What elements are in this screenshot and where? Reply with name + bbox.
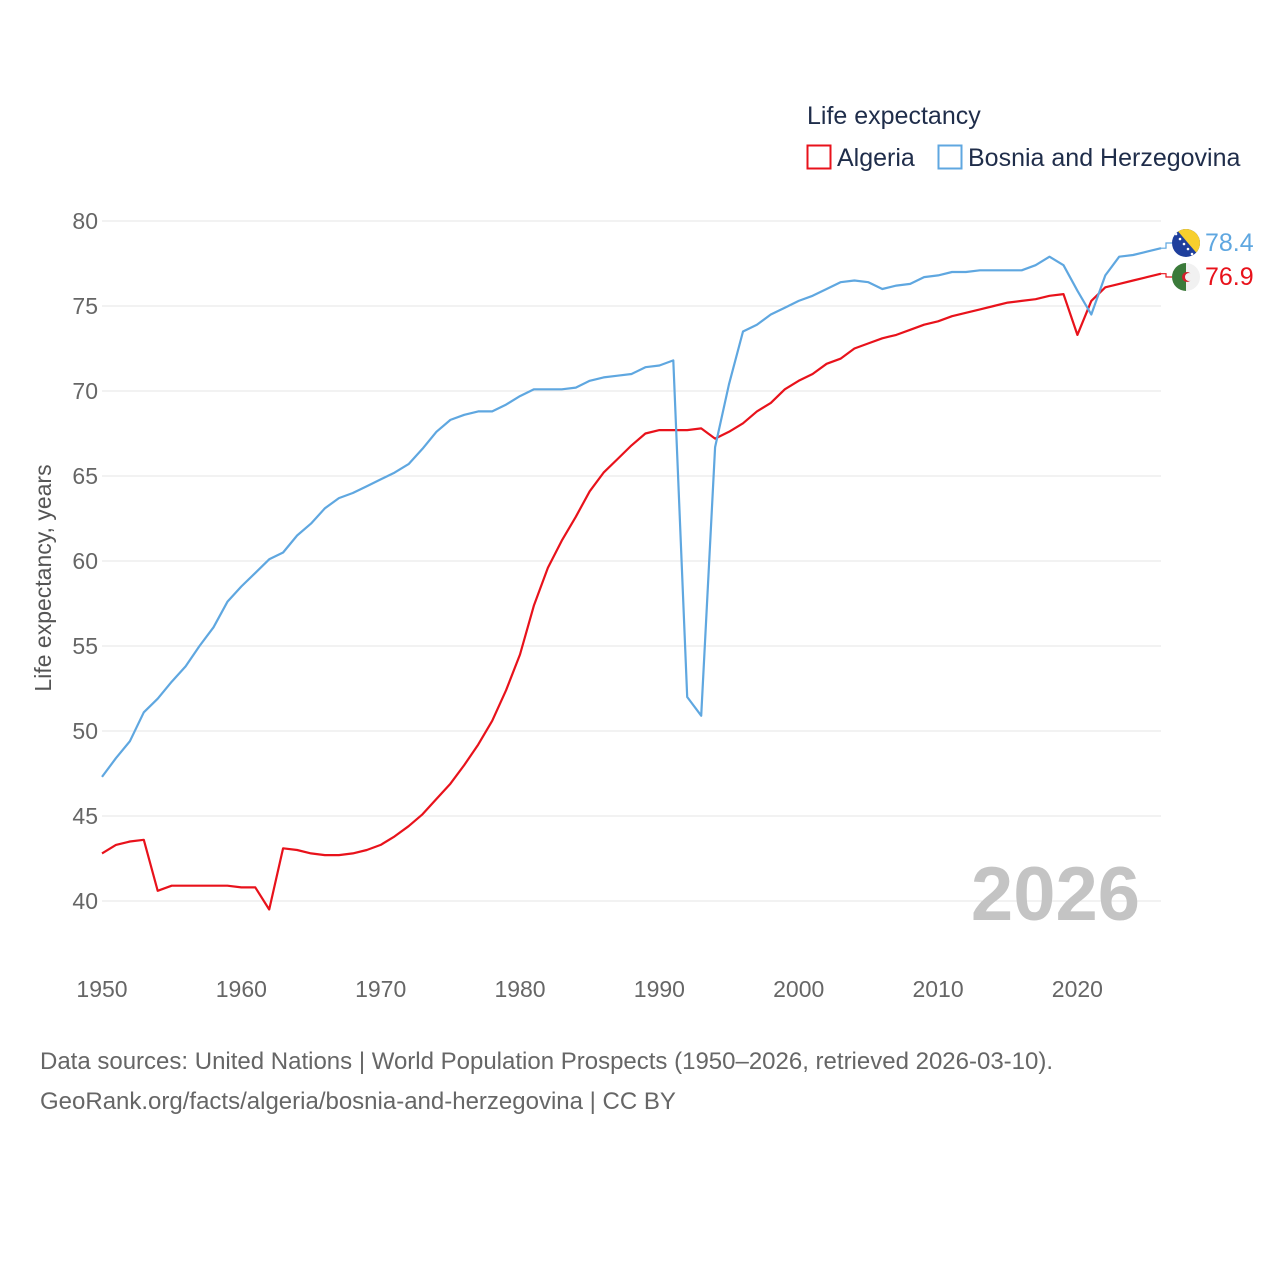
x-tick-label: 2010 — [912, 976, 963, 1002]
y-axis-ticks: 40 45 50 55 60 65 70 75 80 — [72, 208, 98, 914]
y-tick-label: 75 — [72, 293, 98, 319]
y-tick-label: 40 — [72, 888, 98, 914]
legend-item-algeria[interactable]: Algeria — [806, 144, 915, 172]
x-tick-label: 2000 — [773, 976, 824, 1002]
algeria-flag-icon — [1172, 263, 1200, 291]
y-tick-label: 50 — [72, 718, 98, 744]
series-line-algeria — [101, 272, 1162, 911]
y-axis-label: Life expectancy, years — [30, 464, 56, 691]
x-tick-label: 1980 — [494, 976, 545, 1002]
y-tick-label: 55 — [72, 633, 98, 659]
gridlines — [102, 220, 1161, 902]
legend-swatch-bosnia — [937, 144, 963, 170]
series-lines — [101, 242, 1172, 911]
y-tick-label: 70 — [72, 378, 98, 404]
y-tick-label: 45 — [72, 803, 98, 829]
footer: Data sources: United Nations | World Pop… — [40, 1042, 1260, 1122]
x-tick-label: 2020 — [1052, 976, 1103, 1002]
legend-title: Life expectancy — [807, 102, 981, 130]
end-label-algeria: 76.9 — [1205, 263, 1254, 291]
credit-link[interactable]: GeoRank.org/facts/algeria/bosnia-and-her… — [40, 1088, 676, 1115]
y-tick-label: 60 — [72, 548, 98, 574]
legend-item-bosnia[interactable]: Bosnia and Herzegovina — [937, 144, 1241, 172]
x-axis-ticks: 1950 1960 1970 1980 1990 2000 2010 2020 — [76, 976, 1103, 1002]
legend-label-bosnia: Bosnia and Herzegovina — [968, 144, 1240, 172]
y-tick-label: 80 — [72, 208, 98, 234]
data-sources-note: Data sources: United Nations | World Pop… — [40, 1048, 1054, 1075]
x-tick-label: 1950 — [76, 976, 127, 1002]
y-tick-label: 65 — [72, 463, 98, 489]
end-connector-algeria — [1161, 273, 1172, 278]
end-label-bosnia: 78.4 — [1205, 229, 1254, 257]
x-tick-label: 1970 — [355, 976, 406, 1002]
life-expectancy-chart: 40 45 50 55 60 65 70 75 80 1950 1960 1970 1980 1990 2… — [30, 102, 1254, 1002]
end-connector-bosnia — [1161, 242, 1172, 249]
legend-label-algeria: Algeria — [837, 144, 915, 172]
year-stamp: 2026 — [971, 852, 1140, 937]
x-tick-label: 1960 — [216, 976, 267, 1002]
bosnia-flag-icon — [1172, 229, 1200, 257]
series-line-bosnia — [101, 247, 1162, 778]
x-tick-label: 1990 — [634, 976, 685, 1002]
legend-swatch-algeria — [806, 144, 832, 170]
